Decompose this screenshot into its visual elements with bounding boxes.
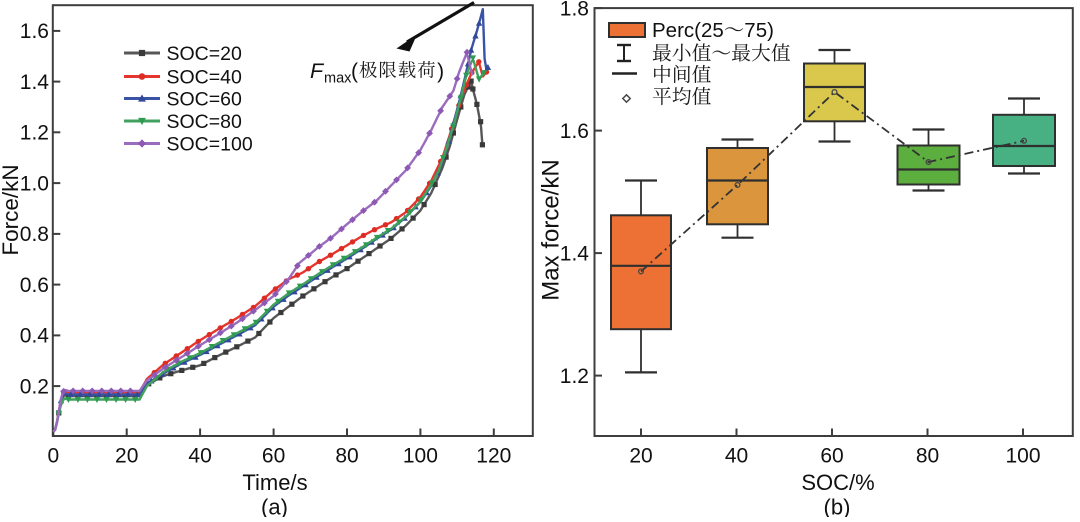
svg-text:80: 80: [916, 445, 939, 468]
svg-text:(a): (a): [261, 495, 288, 518]
svg-text:(: (: [351, 60, 358, 83]
svg-text:SOC=100: SOC=100: [167, 134, 253, 156]
svg-text:0.4: 0.4: [20, 325, 50, 348]
svg-text:60: 60: [262, 445, 285, 468]
svg-text:1.6: 1.6: [560, 120, 589, 143]
svg-text:1.6: 1.6: [20, 20, 49, 43]
svg-text:20: 20: [115, 445, 138, 468]
svg-text:max: max: [324, 71, 352, 87]
svg-text:Max force/kN: Max force/kN: [538, 159, 565, 300]
svg-text:): ): [437, 60, 444, 83]
svg-text:SOC=60: SOC=60: [167, 89, 242, 111]
svg-text:100: 100: [403, 445, 438, 468]
svg-text:80: 80: [335, 445, 358, 468]
svg-text:75): 75): [744, 19, 774, 42]
svg-text:1.4: 1.4: [560, 242, 590, 265]
svg-text:120: 120: [476, 445, 511, 468]
svg-text:1.8: 1.8: [560, 0, 589, 20]
svg-text:0: 0: [47, 445, 59, 468]
svg-text:F: F: [310, 59, 325, 83]
svg-text:Time/s: Time/s: [242, 470, 307, 495]
svg-text:40: 40: [725, 445, 748, 468]
svg-text:1.2: 1.2: [560, 365, 589, 388]
svg-text:SOC=80: SOC=80: [167, 111, 242, 133]
svg-text:40: 40: [188, 445, 211, 468]
svg-text:20: 20: [629, 445, 652, 468]
svg-text:1.2: 1.2: [20, 122, 49, 145]
svg-text:SOC=40: SOC=40: [167, 67, 242, 89]
svg-text:60: 60: [820, 445, 843, 468]
svg-text:Perc(25: Perc(25: [652, 19, 724, 42]
svg-text:0.8: 0.8: [20, 223, 49, 246]
svg-text:0.2: 0.2: [20, 375, 49, 398]
svg-text:1.4: 1.4: [20, 71, 50, 94]
svg-text:(b): (b): [824, 495, 851, 518]
svg-text:SOC=20: SOC=20: [167, 43, 242, 65]
svg-text:1.0: 1.0: [20, 172, 49, 195]
svg-text:0.6: 0.6: [20, 274, 49, 297]
svg-text:SOC/%: SOC/%: [801, 470, 874, 495]
svg-text:Force/kN: Force/kN: [0, 164, 23, 255]
svg-text:100: 100: [1005, 445, 1040, 468]
